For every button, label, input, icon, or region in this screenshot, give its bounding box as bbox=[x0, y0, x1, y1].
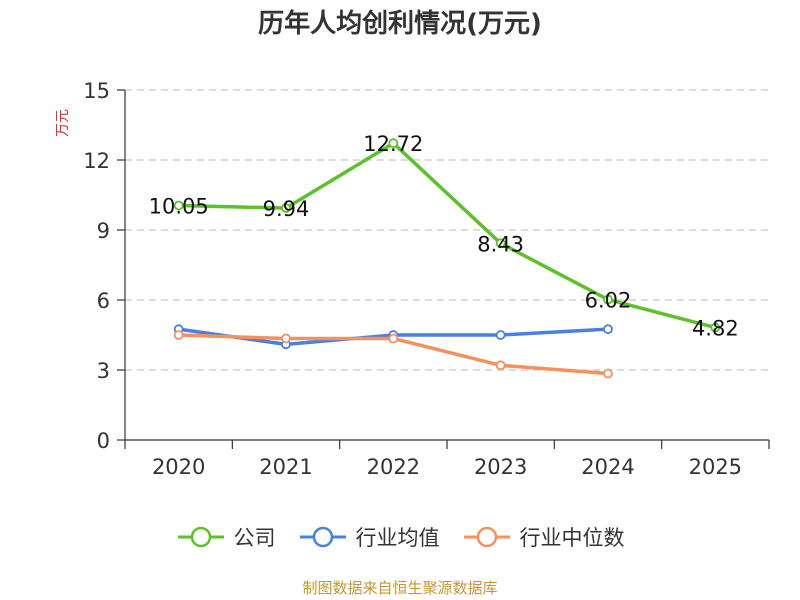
data-point bbox=[603, 368, 613, 379]
legend-marker bbox=[190, 526, 211, 548]
data-point bbox=[603, 294, 613, 305]
y-tick-label: 12 bbox=[83, 149, 110, 173]
data-label: 9.94 bbox=[263, 197, 310, 221]
y-tick-label: 0 bbox=[97, 429, 110, 453]
data-point bbox=[495, 360, 506, 371]
legend-line-marker-icon bbox=[463, 526, 510, 548]
data-point bbox=[710, 322, 721, 333]
data-label: 10.05 bbox=[149, 195, 209, 219]
source-note: 制图数据来自恒生聚源数据库 bbox=[302, 579, 498, 597]
data-point bbox=[281, 203, 291, 213]
legend-label: 公司 bbox=[233, 526, 276, 550]
x-tick-label: 2021 bbox=[259, 455, 312, 479]
y-tick-label: 15 bbox=[83, 79, 110, 103]
legend-label: 行业均值 bbox=[355, 526, 440, 550]
x-tick-label: 2020 bbox=[152, 455, 205, 479]
data-label: 12.72 bbox=[363, 132, 423, 156]
x-tick-label: 2022 bbox=[367, 455, 420, 479]
legend-line-marker-icon bbox=[299, 526, 346, 548]
data-point bbox=[495, 330, 506, 340]
x-tick-label: 2025 bbox=[689, 455, 742, 479]
y-tick-label: 9 bbox=[97, 219, 110, 243]
legend: 公司 行业均值 行业中位数 bbox=[0, 517, 800, 557]
legend-item[interactable]: 公司 bbox=[176, 522, 276, 552]
data-point bbox=[388, 138, 399, 149]
data-point bbox=[173, 200, 184, 211]
data-point bbox=[495, 238, 506, 249]
data-point bbox=[173, 330, 184, 340]
data-label: 6.02 bbox=[585, 289, 632, 313]
series-line bbox=[176, 141, 718, 330]
legend-item[interactable]: 行业均值 bbox=[298, 522, 440, 552]
x-tick-label: 2024 bbox=[581, 455, 634, 479]
y-tick-label: 3 bbox=[97, 359, 110, 383]
data-point bbox=[388, 333, 399, 344]
legend-line-marker-icon bbox=[177, 526, 224, 548]
legend-marker bbox=[476, 526, 497, 548]
legend-marker bbox=[312, 526, 333, 548]
legend-label: 行业中位数 bbox=[519, 526, 625, 550]
x-tick-label: 2023 bbox=[474, 455, 527, 479]
chart-title: 历年人均创利情况(万元) bbox=[258, 9, 542, 39]
data-label: 8.43 bbox=[477, 232, 524, 256]
legend-item[interactable]: 行业中位数 bbox=[462, 522, 625, 552]
data-point bbox=[281, 333, 291, 344]
y-tick-label: 6 bbox=[97, 289, 110, 313]
data-point bbox=[603, 324, 613, 335]
data-label: 4.82 bbox=[692, 317, 739, 341]
